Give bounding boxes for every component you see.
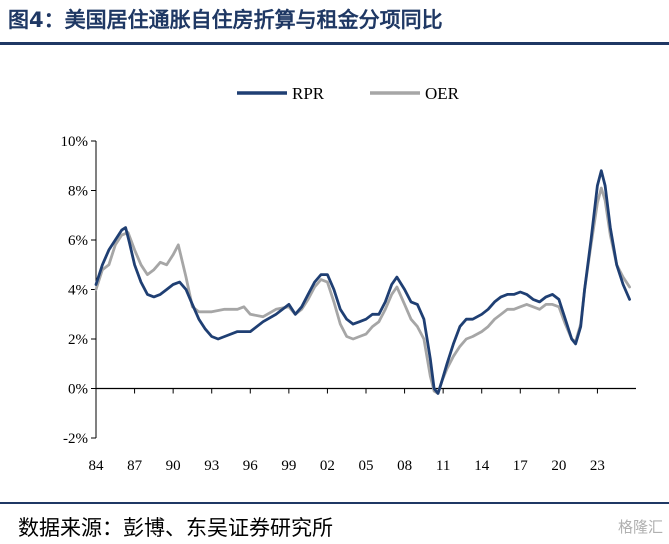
axes: 10% 8% 6% 4% 2% 0% -2%84 87 90 93 96 99 02 05 08 11 14 17… <box>61 134 636 474</box>
chart-title: 图4：美国居住通胀自住房折算与租金分项同比 <box>8 8 443 32</box>
x-tick-label: 93 <box>204 458 219 474</box>
x-tick-label: 20 <box>551 458 566 474</box>
legend: RPR OER <box>237 84 460 103</box>
chart: RPR OER 10% 8% 6% 4% 2% 0% -2%84 87 90 93 96 99 02 05… <box>61 84 636 474</box>
y-tick-label: 2% <box>68 332 88 348</box>
legend-label-rpr: RPR <box>292 84 325 103</box>
legend-label-oer: OER <box>425 84 460 103</box>
y-tick-label: 10% <box>61 134 89 150</box>
x-tick-label: 96 <box>243 458 259 474</box>
source-note: 数据来源：彭博、东吴证券研究所 <box>18 516 333 540</box>
x-tick-label: 17 <box>513 458 529 474</box>
x-tick-label: 11 <box>436 458 450 474</box>
x-tick-label: 02 <box>320 458 335 474</box>
series-layer <box>94 169 631 395</box>
x-tick-label: 99 <box>281 458 296 474</box>
x-tick-label: 14 <box>474 458 490 474</box>
series-line-rpr <box>94 169 631 395</box>
y-tick-label: 6% <box>68 233 88 249</box>
series-line-oer <box>94 186 631 395</box>
y-tick-label: -2% <box>63 431 88 447</box>
title-underline <box>0 42 669 45</box>
x-tick-label: 84 <box>89 458 105 474</box>
x-tick-label: 87 <box>127 458 143 474</box>
footer-rule <box>0 502 669 504</box>
watermark: 格隆汇 <box>617 518 663 536</box>
y-tick-label: 4% <box>68 283 88 299</box>
y-tick-label: 0% <box>68 382 88 398</box>
x-tick-label: 05 <box>359 458 374 474</box>
x-tick-label: 23 <box>590 458 605 474</box>
y-tick-label: 8% <box>68 184 88 200</box>
x-tick-label: 90 <box>166 458 181 474</box>
x-tick-label: 08 <box>397 458 412 474</box>
